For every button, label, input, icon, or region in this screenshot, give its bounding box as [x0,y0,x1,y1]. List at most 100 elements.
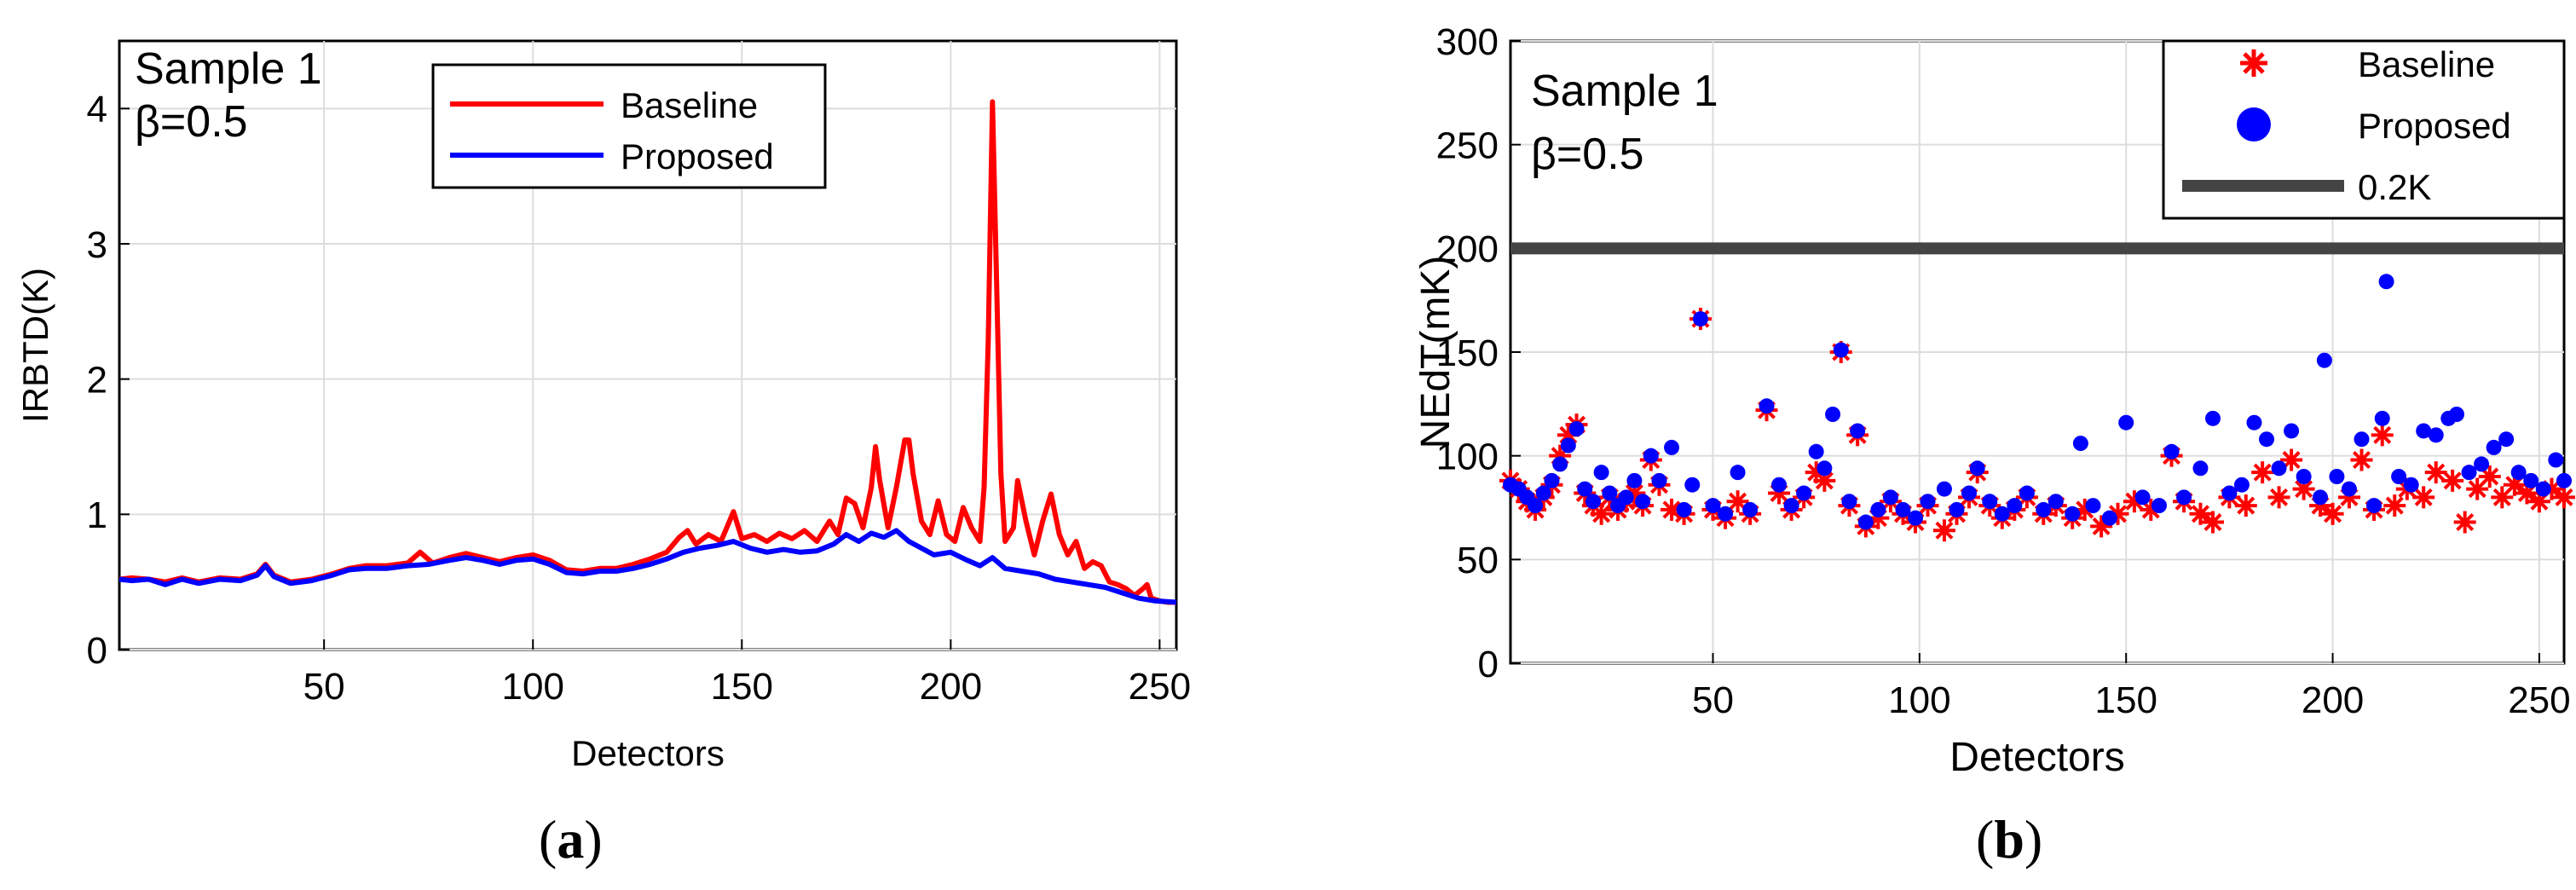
panel-a-x-ticks: 50 100 150 200 250 [303,639,1191,708]
y-tick-label: 0 [1478,644,1499,685]
proposed-point [1920,494,1936,510]
proposed-point [2036,501,2052,517]
panel-b-legend-proposed-label: Proposed [2358,106,2511,146]
proposed-point [2366,498,2383,514]
panel-a-y-ticks: 0 1 2 3 4 [87,89,130,672]
x-tick-label: 100 [502,666,564,708]
proposed-point [2085,498,2101,514]
proposed-point [1949,501,1965,517]
baseline-point [2453,511,2476,534]
proposed-point [2556,472,2572,488]
proposed-point [1684,477,1701,493]
proposed-point [2007,498,2023,514]
baseline-point [2267,486,2290,509]
baseline-point [2412,486,2435,509]
proposed-point [2019,485,2035,501]
proposed-point [1808,443,1824,459]
proposed-point [1982,494,1998,510]
x-tick-label: 50 [1692,679,1734,721]
proposed-point [2313,489,2329,506]
proposed-point [1585,494,1601,510]
series-line-proposed [118,528,1177,605]
proposed-point [1833,342,1849,358]
baseline-point [1726,490,1749,513]
baseline-point [2424,461,2447,484]
panel-a-legend: Baseline Proposed [431,63,827,189]
proposed-point [1816,460,1833,477]
proposed-point [2510,465,2527,481]
proposed-point [2428,427,2444,443]
proposed-point [1635,494,1651,510]
proposed-point [1771,477,1788,493]
panel-b-x-axis-label: Detectors [1949,735,2124,780]
proposed-point [1936,481,1952,497]
proposed-point [2205,410,2221,426]
proposed-point [2461,465,2477,481]
proposed-point [1730,465,1746,481]
baseline-point [2553,486,2575,509]
proposed-point [2176,489,2192,506]
y-tick-label: 300 [1436,21,1499,63]
proposed-point [2048,494,2064,510]
proposed-point [2284,423,2300,439]
panel-b-x-ticks: 50 100 150 200 250 [1692,653,2571,721]
proposed-point [1825,407,1841,422]
proposed-point [2233,477,2250,493]
x-tick-label: 250 [2508,679,2570,721]
panel-a-annotation-beta: β=0.5 [135,97,248,147]
proposed-point [2072,436,2088,452]
x-tick-label: 200 [920,666,982,708]
proposed-point [2448,407,2464,422]
baseline-point [1932,519,1955,542]
proposed-point [2192,460,2209,477]
y-tick-label: 250 [1436,125,1499,167]
proposed-point [2498,431,2515,448]
proposed-point [1718,506,1734,522]
proposed-point [2403,477,2419,493]
series-line-baseline [118,99,1176,605]
baseline-point [2321,502,2344,525]
proposed-point [1908,510,1924,526]
panel-b-annotation-sample: Sample 1 [1531,66,1718,116]
baseline-point [2202,511,2224,534]
panel-a-annotation-sample: Sample 1 [135,44,322,94]
baseline-point [2350,448,2373,471]
proposed-point [1593,465,1609,481]
panel-b-y-axis-label: NEdT(mK) [1413,256,1458,449]
proposed-point [1535,485,1551,501]
proposed-point [1618,489,1634,506]
proposed-point [1705,498,1721,514]
proposed-point [1643,448,1659,464]
proposed-point [2535,481,2551,497]
proposed-point [2548,452,2564,468]
proposed-point [2271,460,2287,477]
baseline-point [2371,424,2394,447]
x-tick-label: 200 [2302,679,2364,721]
x-tick-label: 100 [1888,679,1950,721]
proposed-point [1692,311,1708,327]
proposed-point [2474,456,2490,472]
proposed-point [1994,506,2010,522]
baseline-point [1590,502,1613,525]
proposed-point [2134,489,2151,506]
proposed-point [1552,456,1568,472]
proposed-point [2163,443,2180,459]
panel-b-legend-proposed-marker [2237,107,2271,142]
baseline-point [2234,494,2257,517]
panel-a-y-axis-label: IRBTD(K) [15,268,55,423]
proposed-point [1850,423,1866,439]
baseline-point [2280,448,2303,471]
panel-b-legend: Baseline Proposed 0.2K [2162,39,2566,220]
proposed-point [2486,439,2502,455]
x-tick-label: 150 [2095,679,2157,721]
x-tick-label: 150 [711,666,773,708]
x-tick-label: 250 [1129,666,1191,708]
baseline-point [2189,502,2212,525]
y-tick-label: 0 [87,630,107,672]
proposed-point [2374,410,2390,426]
x-tick-label: 50 [303,666,345,708]
proposed-point [1651,472,1667,488]
panel-a-legend-baseline-label: Baseline [621,85,758,125]
proposed-point [1626,472,1643,488]
